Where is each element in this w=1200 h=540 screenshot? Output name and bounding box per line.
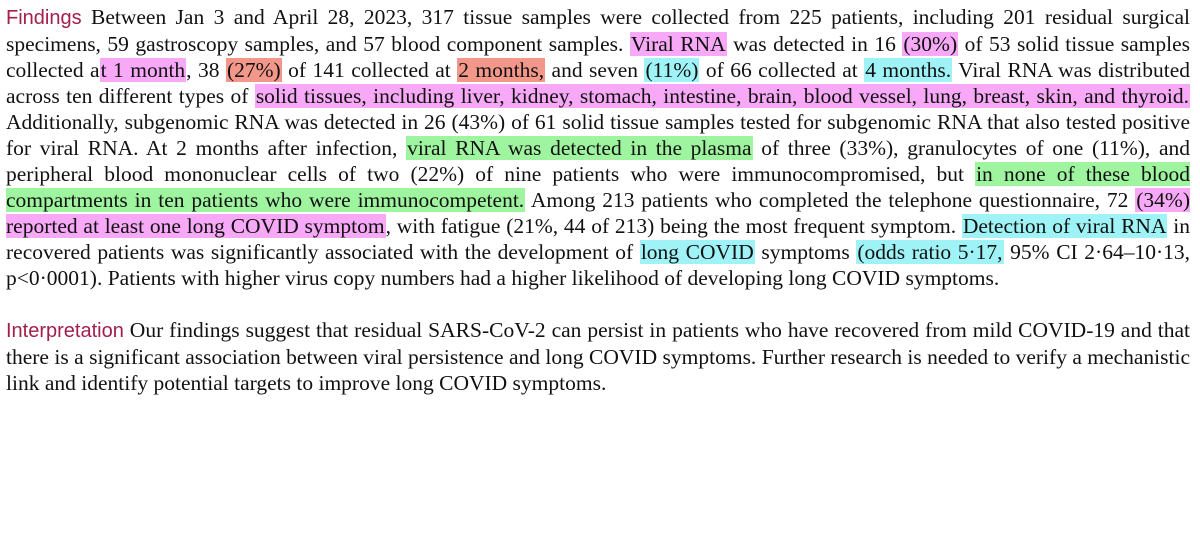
text-run: , 38 — [186, 58, 226, 82]
text-run: of 53 solid tissue samples collected a — [6, 32, 1191, 82]
highlight-pink: t 1 month — [99, 58, 187, 82]
findings-paragraph: Findings Between Jan 3 and April 28, 202… — [6, 4, 1190, 291]
highlight-cyan: Detection of viral RNA — [961, 214, 1168, 238]
text-run: Viral RNA was distributed across ten dif… — [6, 58, 1190, 108]
highlight-cyan: long COVID — [639, 240, 755, 264]
text-run: Additionally, subgenomic RNA was detecte… — [6, 110, 1190, 160]
text-run: symptoms — [754, 240, 857, 264]
text-run: and seven — [545, 58, 645, 82]
highlight-pink: solid tissues, including liver, kidney, … — [254, 84, 1190, 108]
highlight-pink: Viral RNA — [629, 32, 727, 56]
text-run: Among 213 patients who completed the tel… — [525, 188, 1136, 212]
highlight-salmon: 2 months, — [457, 58, 546, 82]
text-run: , with fatigue (21%, 44 of 213) being th… — [385, 214, 962, 238]
text-run: was detected in 16 — [726, 32, 903, 56]
text-run: in recovered patients was significantly … — [6, 214, 1190, 264]
findings-body: Between Jan 3 and April 28, 2023, 317 ti… — [6, 5, 1190, 290]
text-run: Our findings suggest that residual SARS-… — [6, 318, 1190, 395]
highlight-green: viral RNA was detected in the plasma — [406, 136, 753, 160]
highlight-cyan: (odds ratio 5·17, — [856, 240, 1004, 264]
interpretation-body: Our findings suggest that residual SARS-… — [6, 318, 1190, 395]
highlight-cyan: (11%) — [644, 58, 700, 82]
text-run: of 141 collected at — [281, 58, 458, 82]
findings-heading: Findings — [6, 7, 82, 29]
text-run: of three (33%), granulocytes of one (11%… — [6, 136, 1190, 186]
text-run: Between Jan 3 and April 28, 2023, 317 ti… — [6, 5, 1190, 56]
interpretation-heading: Interpretation — [6, 320, 124, 342]
highlight-pink: (30%) — [902, 32, 959, 56]
interpretation-paragraph: Interpretation Our findings suggest that… — [6, 317, 1190, 396]
text-run: 95% CI 2·64–10·13, p<0·0001). Patients w… — [6, 240, 1190, 290]
text-run: of 66 collected at — [699, 58, 865, 82]
highlight-cyan: 4 months. — [864, 58, 953, 82]
highlight-salmon: (27%) — [225, 58, 282, 82]
